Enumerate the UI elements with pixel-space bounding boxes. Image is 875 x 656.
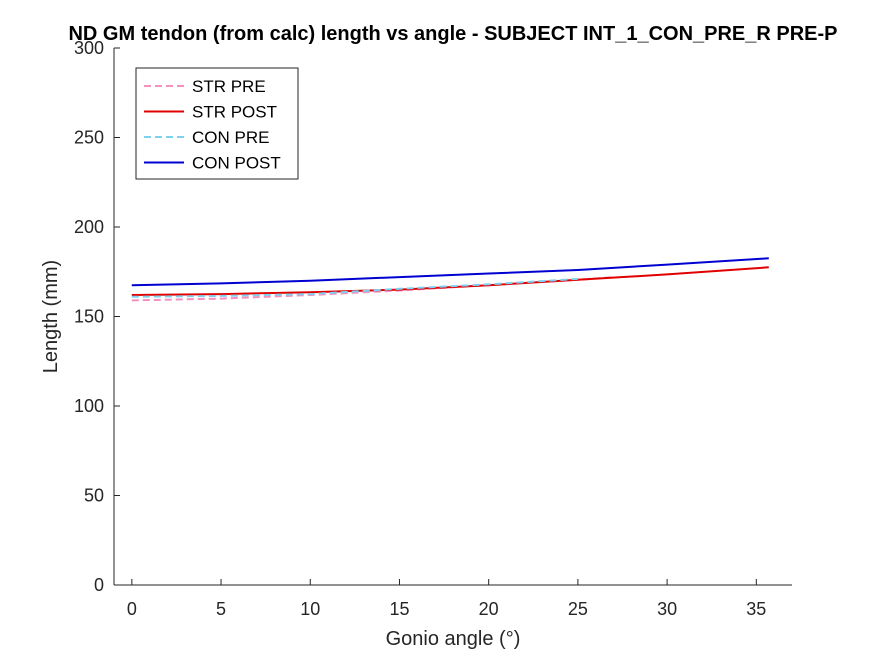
x-tick-label: 25 [568, 599, 588, 619]
x-tick-label: 15 [389, 599, 409, 619]
x-tick-label: 35 [746, 599, 766, 619]
legend-entry-label: CON POST [192, 154, 281, 173]
series-line-str-post [131, 266, 769, 296]
y-tick-label: 200 [74, 217, 104, 237]
legend-entry-label: STR PRE [192, 77, 266, 96]
x-axis-ticks: 0 5 10 15 20 25 30 35 [127, 579, 766, 619]
y-tick-label: 250 [74, 128, 104, 148]
chart-title: ND GM tendon (from calc) length vs angle… [68, 23, 837, 45]
x-axis-label: Gonio angle (°) [386, 628, 521, 650]
legend-entry-label: CON PRE [192, 128, 269, 147]
y-axis-ticks: 0 50 100 150 200 250 300 [74, 38, 120, 595]
y-tick-label: 300 [74, 38, 104, 58]
series-line-con-post [131, 257, 769, 287]
plot-series [131, 257, 769, 302]
y-tick-label: 0 [94, 575, 104, 595]
x-tick-label: 10 [300, 599, 320, 619]
y-tick-label: 150 [74, 307, 104, 327]
y-tick-label: 50 [84, 486, 104, 506]
x-tick-label: 5 [216, 599, 226, 619]
x-tick-label: 0 [127, 599, 137, 619]
x-tick-label: 30 [657, 599, 677, 619]
legend-entry-label: STR POST [192, 103, 277, 122]
x-tick-label: 20 [479, 599, 499, 619]
y-axis-label: Length (mm) [40, 260, 62, 373]
legend-box [135, 67, 299, 180]
y-tick-label: 100 [74, 396, 104, 416]
legend: STR PRE STR POST CON PRE CON POST [135, 67, 299, 180]
series-line-con-pre [131, 277, 578, 298]
